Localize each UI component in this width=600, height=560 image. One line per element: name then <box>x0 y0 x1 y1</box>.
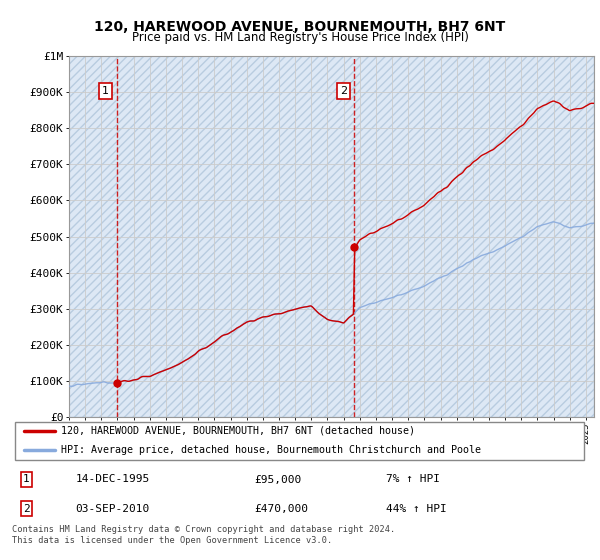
Text: Price paid vs. HM Land Registry's House Price Index (HPI): Price paid vs. HM Land Registry's House … <box>131 31 469 44</box>
Text: 7% ↑ HPI: 7% ↑ HPI <box>386 474 440 484</box>
Text: 2: 2 <box>340 86 347 96</box>
Text: 120, HAREWOOD AVENUE, BOURNEMOUTH, BH7 6NT: 120, HAREWOOD AVENUE, BOURNEMOUTH, BH7 6… <box>94 20 506 34</box>
Bar <box>69 56 594 417</box>
Text: 120, HAREWOOD AVENUE, BOURNEMOUTH, BH7 6NT (detached house): 120, HAREWOOD AVENUE, BOURNEMOUTH, BH7 6… <box>61 426 415 436</box>
Text: 1: 1 <box>23 474 30 484</box>
Text: £95,000: £95,000 <box>254 474 301 484</box>
Text: 03-SEP-2010: 03-SEP-2010 <box>76 504 149 514</box>
Text: 44% ↑ HPI: 44% ↑ HPI <box>386 504 447 514</box>
Text: HPI: Average price, detached house, Bournemouth Christchurch and Poole: HPI: Average price, detached house, Bour… <box>61 445 481 455</box>
Text: 2: 2 <box>23 504 30 514</box>
Text: 1: 1 <box>102 86 109 96</box>
FancyBboxPatch shape <box>15 422 584 460</box>
Text: Contains HM Land Registry data © Crown copyright and database right 2024.
This d: Contains HM Land Registry data © Crown c… <box>12 525 395 545</box>
Text: 14-DEC-1995: 14-DEC-1995 <box>76 474 149 484</box>
Text: £470,000: £470,000 <box>254 504 308 514</box>
